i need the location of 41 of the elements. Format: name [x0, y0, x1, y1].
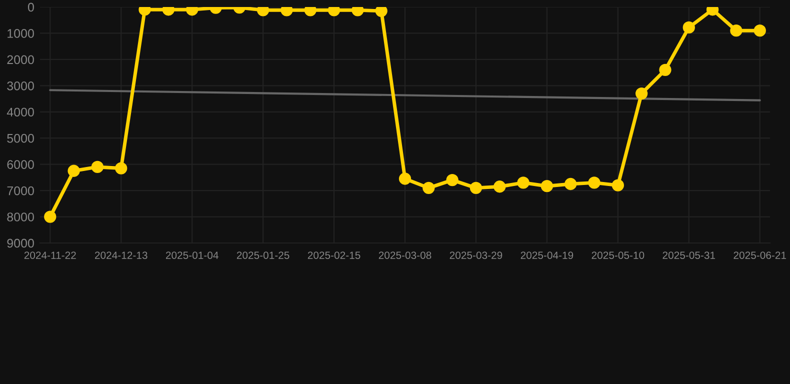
point [68, 164, 80, 177]
y-tick-label: 8000 [7, 212, 34, 222]
y-tick-label: 5000 [7, 134, 34, 143]
point [91, 160, 104, 174]
y-tick-label: 7000 [7, 186, 34, 196]
point [44, 210, 56, 223]
point [730, 24, 742, 37]
x-tick-label: 2025-03-08 [378, 252, 432, 259]
y-tick-label: 6000 [7, 160, 34, 169]
y-tick-label: 4000 [6, 108, 34, 117]
point [446, 174, 458, 186]
point [612, 179, 624, 192]
point [422, 182, 435, 194]
x-tick-label: 2025-03-29 [450, 252, 502, 259]
point [517, 176, 530, 189]
x-tick-label: 2025-01-25 [236, 252, 290, 259]
y-tick-label: 0 [28, 2, 34, 12]
point [564, 178, 577, 190]
point [375, 7, 388, 18]
point [682, 21, 695, 34]
point [636, 87, 648, 100]
x-tick-label: 2025-05-31 [662, 252, 716, 259]
x-tick-label: 2024-12-13 [94, 252, 148, 259]
y-tick-label: 9000 [7, 238, 34, 248]
x-tick-label: 2025-04-19 [520, 252, 574, 259]
x-tick-label: 2025-05-10 [592, 252, 644, 259]
point [115, 162, 128, 174]
y-tick-label: 2000 [7, 55, 34, 64]
x-tick-label: 2025-01-04 [166, 252, 218, 259]
y-tick-label: 3000 [7, 81, 34, 90]
point [494, 180, 506, 193]
x-tick-label: 2024-11-22 [24, 252, 76, 259]
x-tick-label: 2025-06-21 [734, 252, 786, 259]
point [470, 182, 482, 194]
point [659, 64, 672, 76]
y-tick-label: 1000 [8, 29, 34, 38]
x-tick-label: 2025-02-15 [308, 252, 360, 259]
point [588, 176, 600, 189]
point [540, 180, 554, 192]
point [754, 24, 766, 37]
point [398, 172, 412, 185]
